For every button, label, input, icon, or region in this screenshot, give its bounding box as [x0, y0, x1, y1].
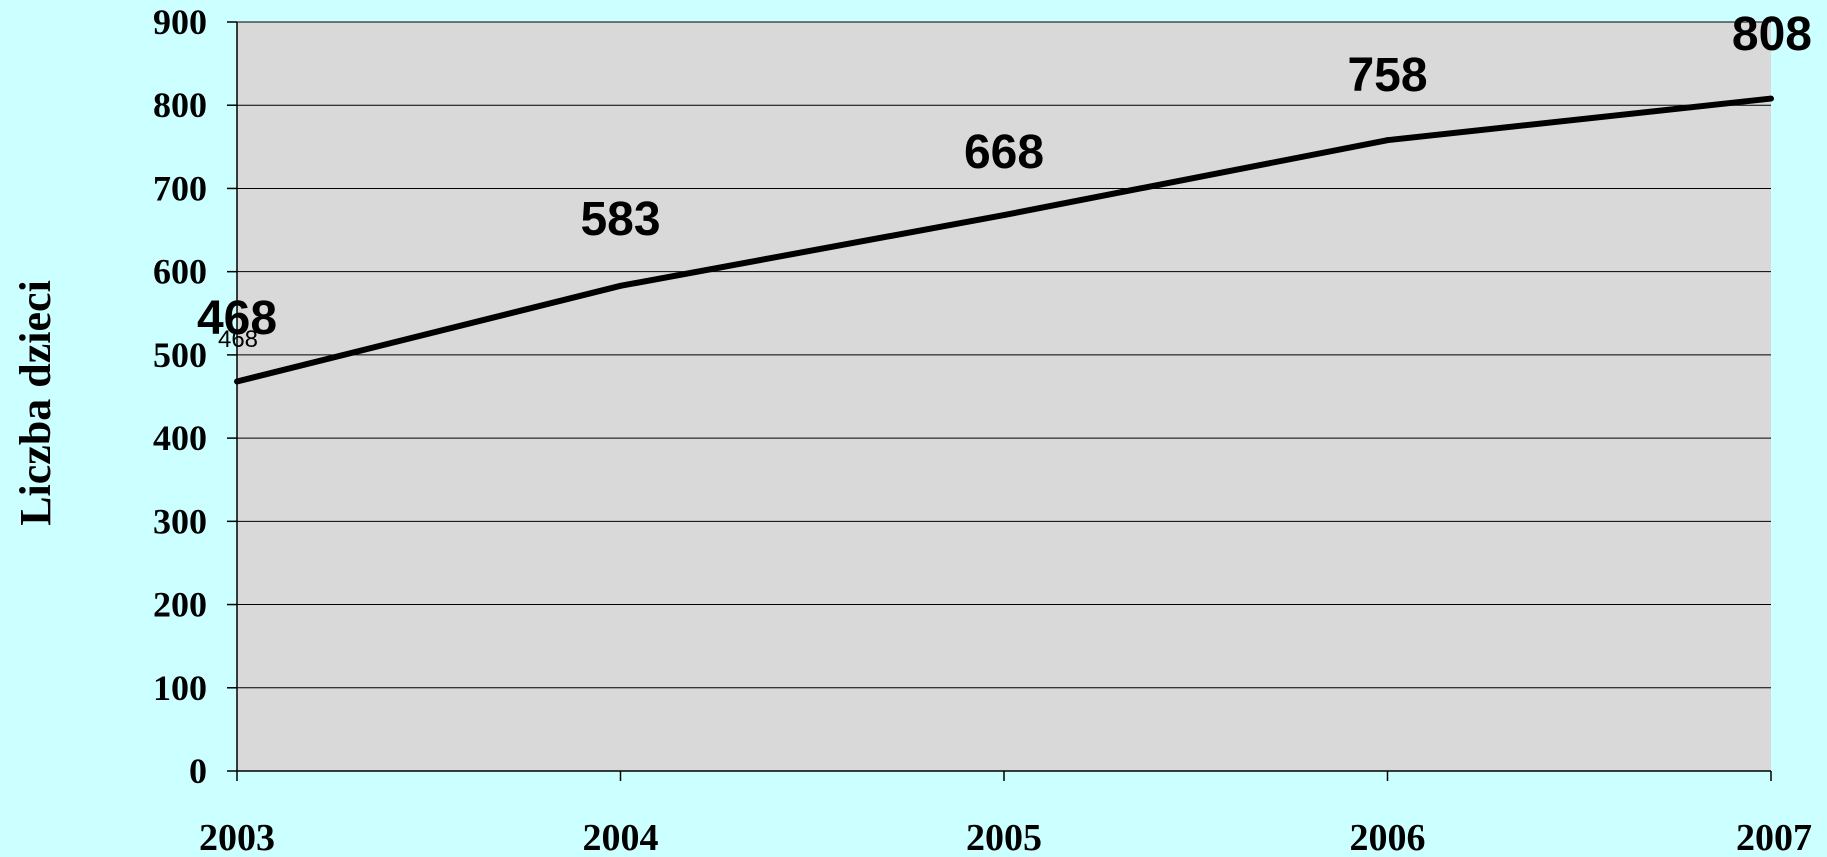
y-tick-label-300: 300	[153, 501, 207, 541]
data-point-2007	[1768, 95, 1774, 102]
data-label-2006: 758	[1347, 49, 1427, 102]
x-tick-label-2006: 2006	[1350, 817, 1426, 857]
y-tick-label-100: 100	[153, 668, 207, 708]
x-tick-label-2007: 2007	[1736, 817, 1812, 857]
y-axis-label: Liczba dzieci	[11, 280, 60, 526]
x-tick-label-2003: 2003	[199, 817, 275, 857]
y-tick-label-0: 0	[189, 751, 207, 791]
data-point-2006	[1384, 137, 1391, 144]
y-tick-label-500: 500	[153, 335, 207, 375]
plot-area	[237, 22, 1771, 771]
x-tick-label-2005: 2005	[966, 817, 1042, 857]
y-tick-label-900: 900	[153, 2, 207, 42]
x-tick-label-2004: 2004	[583, 817, 659, 857]
y-tick-label-800: 800	[153, 85, 207, 125]
y-tick-label-200: 200	[153, 585, 207, 625]
y-tick-label-700: 700	[153, 168, 207, 208]
data-point-2003	[234, 378, 240, 385]
data-labels: 468 583 668 758 808	[197, 8, 1812, 345]
y-tick-label-600: 600	[153, 252, 207, 292]
data-point-2005	[1001, 212, 1007, 219]
data-label-2004: 583	[580, 193, 660, 246]
data-point-2004	[617, 282, 624, 289]
data-label-2005: 668	[964, 126, 1044, 179]
gridlines	[237, 21, 1771, 689]
x-axis-ticks: 2003 2004 2005 2006 2007	[199, 771, 1812, 857]
y-axis-ticks: 0 100 200 300 400 500 600 700 800 900	[153, 2, 237, 791]
data-label-2003: 468	[197, 292, 277, 345]
series-group	[234, 95, 1774, 385]
secondary-data-label: 468	[218, 326, 258, 353]
data-label-2007: 808	[1732, 8, 1812, 61]
y-tick-label-400: 400	[153, 418, 207, 458]
